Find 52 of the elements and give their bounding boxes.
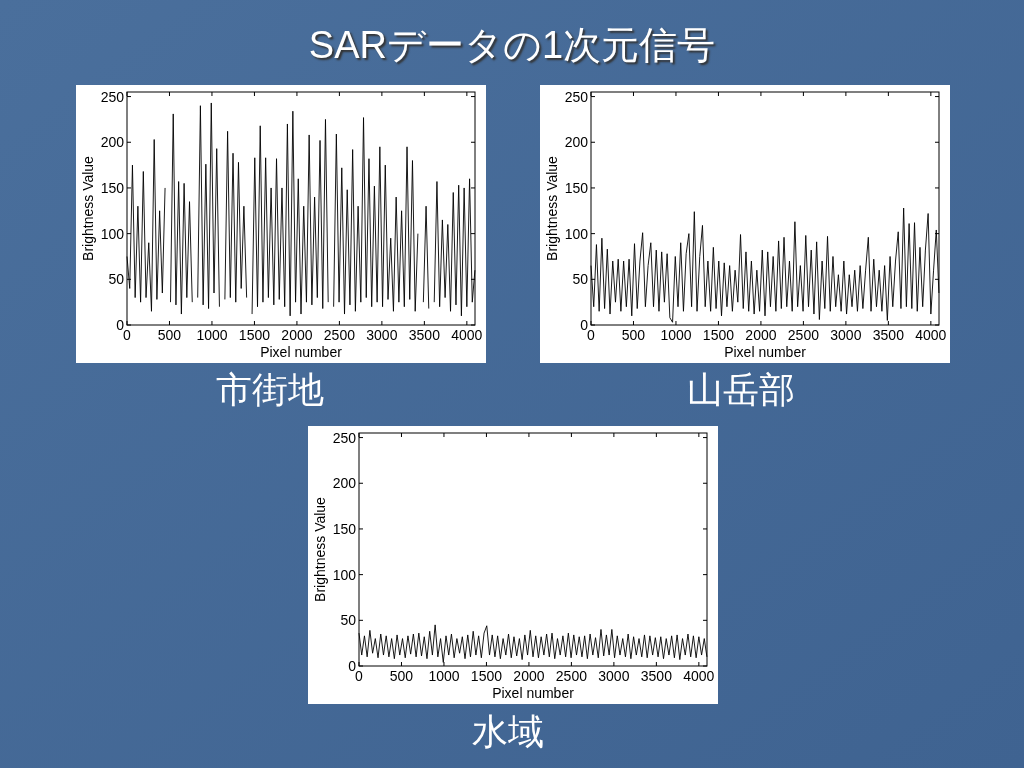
x-tick-label: 4000 [915, 327, 947, 343]
x-axis-title: Pixel number [724, 344, 807, 360]
x-tick-label: 2500 [323, 327, 356, 343]
y-tick-label: 50 [108, 271, 125, 288]
x-tick-label: 1500 [470, 668, 503, 684]
x-tick-label: 1500 [702, 327, 735, 343]
y-tick-label: 0 [116, 317, 125, 333]
y-tick-label: 200 [564, 134, 589, 151]
text: 山岳部 [687, 369, 795, 410]
x-tick-label: 3000 [366, 327, 398, 343]
y-axis-title: Brightness Value [312, 496, 328, 602]
x-tick-label: 1500 [238, 327, 271, 343]
x-tick-label: 2500 [787, 327, 820, 343]
x-tick-label: 4000 [451, 327, 483, 343]
x-axis-title: Pixel number [492, 685, 575, 701]
y-tick-label: 150 [332, 520, 357, 537]
y-tick-label: 200 [332, 475, 357, 492]
y-tick-label: 200 [100, 134, 125, 151]
x-tick-label: 3500 [872, 327, 905, 343]
x-tick-label: 3000 [598, 668, 630, 684]
x-tick-label: 3500 [408, 327, 441, 343]
x-tick-label: 1000 [660, 327, 692, 343]
y-tick-label: 250 [332, 429, 357, 446]
y-tick-label: 0 [580, 317, 589, 333]
text: 水域 [472, 711, 544, 752]
x-tick-label: 2500 [555, 668, 588, 684]
x-tick-label: 2000 [281, 327, 313, 343]
y-tick-label: 0 [348, 658, 357, 674]
y-tick-label: 100 [332, 566, 357, 583]
x-tick-label: 4000 [683, 668, 715, 684]
y-axis-title: Brightness Value [80, 155, 96, 261]
text: 市街地 [216, 369, 324, 410]
text: SARデータの1次元信号 [308, 24, 716, 66]
x-tick-label: 3000 [830, 327, 862, 343]
x-axis-title: Pixel number [260, 344, 343, 360]
x-tick-label: 2000 [513, 668, 545, 684]
x-tick-label: 500 [157, 327, 182, 343]
y-tick-label: 250 [100, 88, 125, 105]
y-tick-label: 100 [564, 225, 589, 242]
y-tick-label: 150 [564, 179, 589, 196]
x-tick-label: 500 [621, 327, 646, 343]
y-tick-label: 50 [572, 271, 589, 288]
y-tick-label: 50 [340, 612, 357, 629]
y-tick-label: 150 [100, 179, 125, 196]
x-tick-label: 1000 [196, 327, 228, 343]
y-axis-title: Brightness Value [544, 155, 560, 261]
x-tick-label: 500 [389, 668, 414, 684]
x-tick-label: 2000 [745, 327, 777, 343]
y-tick-label: 100 [100, 225, 125, 242]
x-tick-label: 1000 [428, 668, 460, 684]
y-tick-label: 250 [564, 88, 589, 105]
x-tick-label: 3500 [640, 668, 673, 684]
